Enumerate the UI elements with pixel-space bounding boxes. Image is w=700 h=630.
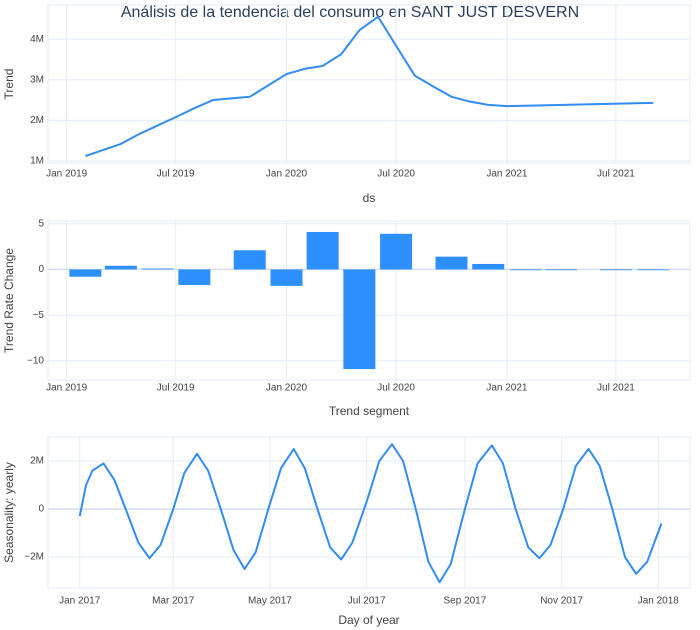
x-tick-label: Jan 2017	[59, 596, 101, 607]
x-axis-title: Day of year	[338, 613, 399, 627]
y-tick-label: −10	[27, 355, 44, 366]
bar	[306, 231, 339, 270]
x-tick-label: Sep 2017	[443, 596, 486, 607]
plot-frame	[47, 436, 691, 589]
bar	[637, 269, 670, 271]
plot-frame	[47, 220, 691, 381]
x-tick-label: Jul 2020	[377, 383, 415, 394]
x-tick-label: Jan 2021	[486, 169, 528, 180]
trend-line	[85, 15, 654, 158]
bar	[380, 233, 413, 270]
bar	[599, 269, 632, 271]
x-tick-label: Jan 2019	[46, 169, 88, 180]
bar	[343, 269, 376, 370]
y-tick-label: 0	[38, 504, 44, 515]
chart-title: Análisis de la tendencia del consumo en …	[121, 4, 579, 21]
bar	[472, 263, 505, 270]
y-tick-label: 2M	[30, 456, 44, 467]
bar	[270, 269, 303, 286]
bar	[104, 265, 137, 270]
y-tick-label: 3M	[30, 74, 44, 85]
x-tick-label: Jan 2019	[46, 383, 88, 394]
y-axis-title: Seasonality: yearly	[2, 462, 16, 563]
x-tick-label: Jan 2020	[266, 169, 308, 180]
bar	[69, 269, 102, 277]
x-tick-label: Jan 2021	[486, 383, 528, 394]
x-tick-label: Mar 2017	[152, 596, 195, 607]
bar	[233, 250, 266, 270]
x-axis-title: ds	[363, 191, 376, 205]
bar	[141, 268, 174, 270]
y-axis-title: Trend Rate Change	[2, 248, 16, 353]
y-tick-label: −2M	[24, 552, 44, 563]
bar	[545, 269, 578, 271]
y-tick-label: 5	[38, 218, 44, 229]
bar	[509, 269, 542, 271]
y-tick-label: 4M	[30, 34, 44, 45]
x-tick-label: Nov 2017	[540, 596, 583, 607]
bar	[435, 256, 468, 270]
y-tick-label: 2M	[30, 115, 44, 126]
x-tick-label: Jul 2021	[597, 169, 635, 180]
x-tick-label: Jul 2020	[377, 169, 415, 180]
x-tick-label: Jan 2018	[638, 596, 680, 607]
plot-frame	[47, 4, 691, 164]
x-tick-label: May 2017	[248, 596, 292, 607]
x-tick-label: Jul 2019	[157, 383, 195, 394]
x-tick-label: Jul 2021	[597, 383, 635, 394]
x-tick-label: Jul 2017	[348, 596, 386, 607]
x-tick-label: Jul 2019	[157, 169, 195, 180]
y-tick-label: −5	[33, 310, 45, 321]
trend-line	[78, 443, 663, 584]
y-tick-label: 1M	[30, 156, 44, 167]
y-tick-label: 0	[38, 264, 44, 275]
x-tick-label: Jan 2020	[266, 383, 308, 394]
bar	[178, 269, 211, 285]
x-axis-title: Trend segment	[329, 404, 410, 418]
y-axis-title: Trend	[2, 69, 16, 100]
